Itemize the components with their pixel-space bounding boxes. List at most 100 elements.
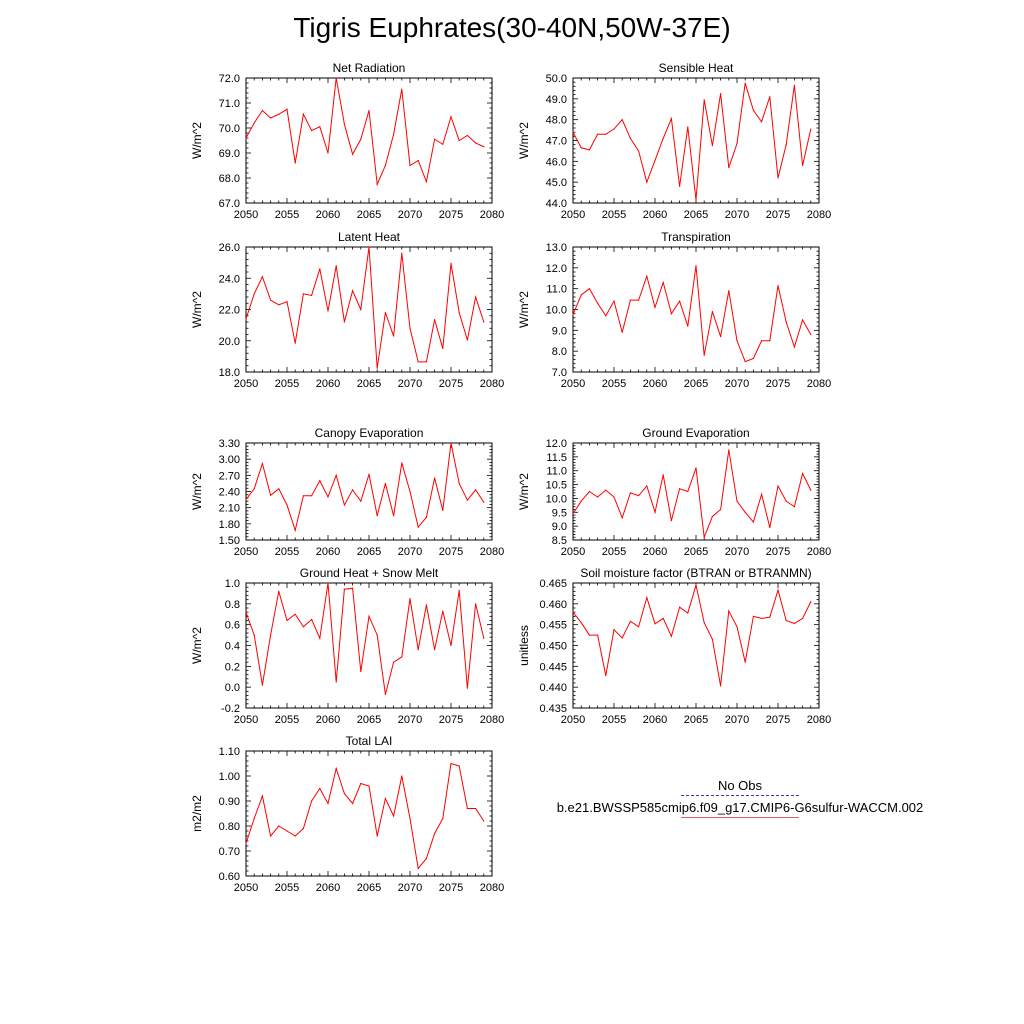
chart-title: Net Radiation	[333, 61, 406, 75]
y-tick-label: 67.0	[219, 198, 240, 210]
x-tick-label: 2050	[234, 546, 258, 558]
chart-panel-2: Sensible Heat 2050 2055 2060 2065 2070 2075 208…	[517, 61, 831, 221]
data-point	[286, 504, 288, 506]
data-point	[294, 835, 296, 837]
legend-entry-model-run: b.e21.BWSSP585cmip6.f09_g17.CMIP6-G6sulf…	[530, 800, 950, 818]
data-point	[294, 613, 296, 615]
y-tick-label: 22.0	[219, 305, 240, 317]
data-point	[629, 137, 632, 140]
chart-panel-1: Net Radiation 2050 2055 2060 2065 2070 2075 208…	[190, 61, 504, 221]
data-point	[384, 312, 386, 314]
y-tick-label: 1.00	[219, 771, 240, 783]
data-point	[278, 113, 280, 115]
data-point	[802, 617, 804, 620]
data-point	[662, 281, 664, 284]
y-tick-label: 9.5	[552, 507, 567, 519]
data-point	[613, 629, 615, 631]
x-tick-label: 2060	[316, 882, 340, 894]
y-tick-label: 1.50	[219, 535, 240, 547]
data-point	[434, 138, 436, 140]
data-point	[588, 288, 591, 290]
series-line	[572, 265, 812, 363]
data-point	[442, 610, 444, 612]
data-point	[253, 122, 255, 124]
data-point	[802, 472, 804, 475]
y-axis-label: W/m^2	[517, 122, 531, 159]
x-tick-label: 2075	[439, 378, 463, 390]
data-point	[703, 536, 705, 538]
plot-frame	[245, 442, 493, 541]
y-tick-label: 24.0	[219, 273, 240, 285]
data-point	[785, 144, 787, 146]
data-point	[417, 526, 419, 528]
data-point	[458, 765, 460, 767]
y-tick-label: 2.70	[219, 470, 240, 482]
x-tick-label: 2055	[602, 546, 626, 558]
data-point	[270, 299, 272, 301]
chart-title: Ground Evaporation	[642, 426, 749, 440]
x-tick-label: 2055	[602, 378, 626, 390]
data-point	[343, 123, 345, 125]
y-tick-label: 0.450	[539, 641, 567, 653]
data-point	[401, 775, 403, 777]
y-axis-label: W/m^2	[517, 291, 531, 328]
y-tick-label: 26.0	[219, 242, 240, 254]
x-tick-label: 2050	[561, 209, 585, 221]
y-tick-label: 10.0	[546, 493, 567, 505]
y-tick-label: 0.80	[219, 821, 240, 833]
x-tick-label: 2080	[807, 546, 831, 558]
y-tick-label: 0.60	[219, 871, 240, 883]
y-tick-label: 0.2	[225, 661, 240, 673]
legend-swatch-dashed	[681, 795, 799, 796]
data-point	[319, 126, 321, 128]
data-point	[417, 361, 419, 363]
plot-frame	[572, 442, 820, 541]
data-point	[744, 360, 746, 363]
data-point	[752, 615, 755, 617]
data-point	[343, 504, 345, 506]
x-tick-label: 2070	[398, 209, 422, 221]
x-tick-label: 2070	[398, 546, 422, 558]
data-point	[777, 177, 779, 179]
series-line	[245, 77, 485, 187]
data-point	[777, 284, 779, 287]
data-point	[703, 99, 705, 101]
data-point	[629, 620, 632, 622]
data-point	[319, 637, 321, 639]
data-point	[384, 164, 386, 167]
data-point	[736, 500, 738, 502]
data-point	[376, 515, 378, 517]
x-tick-label: 2065	[357, 714, 381, 726]
data-point	[352, 290, 354, 292]
data-point	[703, 354, 705, 356]
plot-frame	[245, 246, 493, 373]
data-point	[417, 649, 419, 651]
data-point	[711, 638, 714, 640]
data-point	[621, 331, 623, 334]
data-point	[785, 321, 787, 323]
y-tick-label: 7.0	[552, 367, 567, 379]
data-point	[802, 164, 804, 167]
data-point	[654, 306, 656, 309]
data-point	[302, 293, 304, 295]
y-tick-label: 47.0	[546, 136, 567, 148]
x-tick-label: 2050	[561, 378, 585, 390]
data-point	[450, 116, 452, 118]
data-point	[761, 617, 763, 620]
y-tick-label: 46.0	[546, 156, 567, 168]
data-point	[629, 299, 632, 301]
data-point	[278, 304, 280, 306]
data-point	[302, 113, 304, 115]
data-point	[442, 509, 444, 511]
x-tick-label: 2080	[480, 378, 504, 390]
data-point	[409, 164, 411, 167]
data-point	[613, 128, 615, 130]
y-tick-label: 0.465	[539, 578, 567, 590]
chart-panel-9: Total LAI 2050 2055 2060 2065 2070 2075 2080 0.6…	[190, 734, 504, 894]
x-tick-label: 2065	[684, 714, 708, 726]
data-point	[728, 610, 730, 612]
y-tick-label: 18.0	[219, 367, 240, 379]
data-point	[401, 656, 403, 658]
data-point	[720, 335, 722, 338]
data-point	[572, 314, 574, 316]
